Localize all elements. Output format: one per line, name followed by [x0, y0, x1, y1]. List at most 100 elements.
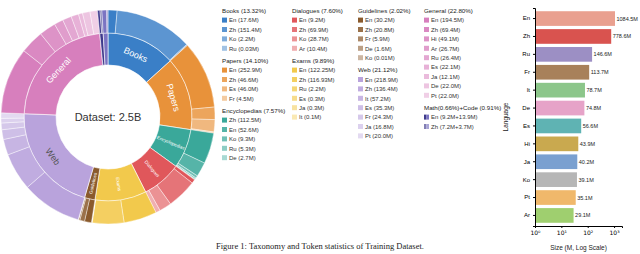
bar — [535, 83, 585, 98]
legend-swatch — [424, 18, 429, 23]
item-arc — [1, 118, 24, 123]
tick-label: Es — [523, 123, 530, 129]
tick-label: 10¹ — [557, 229, 568, 236]
legend-item: En (9.2M) — [299, 17, 325, 23]
tick: Ko — [523, 177, 535, 183]
tick-mark — [533, 161, 535, 162]
legend-item: Ja (12.1M) — [431, 74, 460, 80]
axis-line — [536, 227, 623, 229]
legend-item: Ja (16.8M) — [365, 124, 394, 130]
tick-mark — [614, 226, 615, 228]
item-arc — [102, 10, 107, 33]
legend-swatch — [424, 65, 429, 70]
legend-item: It (57.2M) — [365, 96, 391, 102]
bar — [535, 119, 581, 134]
legend-swatch — [358, 18, 363, 23]
tick: Ar — [524, 212, 535, 218]
tick: 10³ — [610, 226, 621, 236]
legend-swatch — [222, 118, 227, 123]
legend-item: Es (22.1M) — [431, 64, 460, 70]
legend-item: De (1.6M) — [365, 46, 392, 52]
bar — [535, 172, 577, 187]
legend-swatch — [358, 115, 363, 120]
legend-item: Es (0.3M) — [299, 96, 325, 102]
legend-swatch — [358, 133, 363, 138]
legend-item: Es (46.0M) — [229, 86, 258, 92]
legend-item: Zh (112.5M) — [229, 117, 261, 123]
data-label: 29.1M — [575, 212, 591, 218]
bars — [535, 11, 615, 223]
axis-line — [533, 9, 536, 227]
tick-mark — [533, 72, 535, 73]
tick-label: Pt — [524, 194, 530, 200]
legend-item: Ar (26.7M) — [431, 46, 459, 52]
category-label: Dialogues — [143, 159, 160, 178]
tick: Ru — [522, 51, 535, 57]
item-arc — [121, 192, 156, 223]
tick-mark — [533, 143, 535, 144]
legend-swatch — [424, 124, 427, 129]
bar — [535, 11, 615, 26]
tick: Zh — [523, 33, 535, 39]
tick-label: 10² — [583, 229, 594, 236]
legend-swatch — [222, 146, 227, 151]
tick: Pt — [524, 194, 535, 200]
legend-heading: General (22.80%) — [424, 7, 473, 14]
tick-label: 10⁰ — [530, 229, 541, 236]
data-label: 113.7M — [591, 69, 609, 75]
legend-item: En (218.9M) — [365, 77, 398, 83]
legend-swatch — [292, 27, 297, 32]
legend-heading: Guidelines (2.02%) — [358, 7, 411, 14]
data-label: 78.7M — [586, 87, 602, 93]
tick: Ja — [524, 159, 535, 165]
ring-labels: BooksPapersEncyclopediasDialoguesExamsGu… — [43, 45, 186, 194]
legend-swatch — [222, 46, 227, 51]
category-label: Exams — [115, 177, 122, 192]
legend-item: En (194.5M) — [431, 17, 464, 23]
legend-swatch — [222, 36, 227, 41]
legend-swatch — [424, 55, 429, 60]
legend-heading: Encyclopedias (7.57%) — [222, 107, 285, 114]
bar — [535, 29, 611, 44]
data-label: 1084.5M — [616, 16, 638, 22]
legend-swatch — [222, 136, 227, 141]
legend-item: It (0.1M) — [299, 114, 321, 120]
legend-swatch — [292, 36, 297, 41]
legend-item: Ko (2.2M) — [229, 36, 255, 42]
item-arc — [107, 10, 108, 33]
tick-label: En — [523, 15, 530, 21]
legend-item: Ru (0.03M) — [229, 46, 259, 52]
legend-swatch — [358, 105, 363, 110]
legend-item: De (2.7M) — [229, 155, 256, 161]
legend-swatch — [292, 77, 297, 82]
tick-mark — [533, 90, 535, 91]
legend-swatch — [424, 115, 427, 120]
legend-item: Pt (22.0M) — [431, 93, 459, 99]
tick-label: Ru — [522, 51, 530, 57]
legend-item: Ja (0.3M) — [299, 105, 324, 111]
legend-swatch — [424, 36, 429, 41]
tick: 10⁰ — [530, 226, 541, 236]
legend-heading: Math(0.66%)+Code (0.91%) — [424, 104, 501, 111]
tick-label: De — [522, 105, 530, 111]
sunburst — [1, 10, 215, 224]
legend-swatch — [358, 86, 363, 91]
category-label: Guidelines — [88, 172, 98, 195]
figure: BooksPapersEncyclopediasDialoguesExamsGu… — [0, 0, 640, 254]
tick: De — [522, 105, 535, 111]
data-label: 56.6M — [583, 123, 599, 129]
legend-item: En (30.2M) — [365, 17, 395, 23]
tick: En — [523, 15, 535, 21]
legend-item: Ru (2.2M) — [299, 86, 326, 92]
item-arc — [92, 200, 124, 224]
category-label: Books — [122, 45, 149, 65]
tick-mark — [533, 108, 535, 109]
legend-item: Hi (49.1M) — [431, 36, 459, 42]
tick-mark — [561, 226, 562, 228]
category-label: Papers — [164, 82, 182, 113]
legend-item: Ko (28.7M) — [299, 36, 329, 42]
category-label: Web — [43, 146, 62, 167]
legend-item: Ru (26.4M) — [431, 55, 461, 61]
legend-swatch — [222, 77, 227, 82]
tick: Hi — [524, 141, 535, 147]
